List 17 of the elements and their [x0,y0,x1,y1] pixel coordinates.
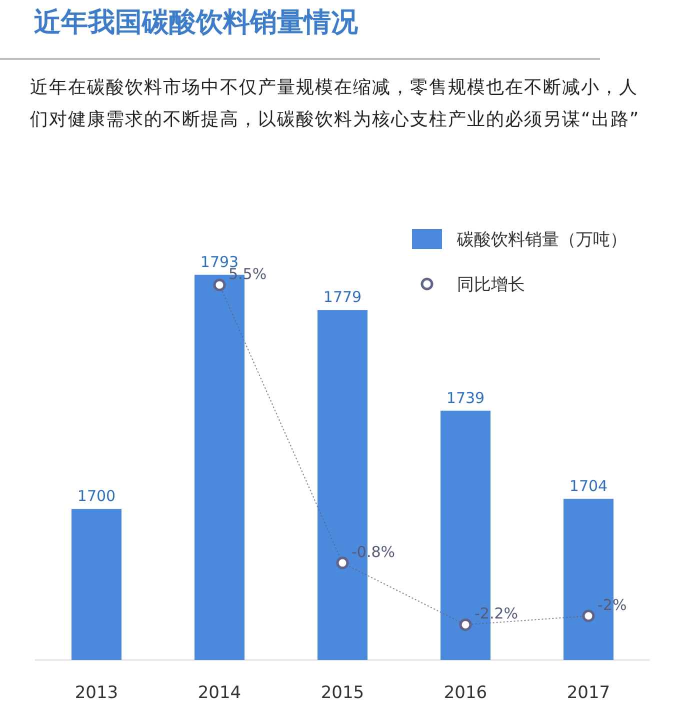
data-label: 1704 [569,476,608,495]
x-tick-label: 2014 [198,683,242,703]
x-tick-label: 2013 [74,683,118,703]
x-tick-label: 2016 [444,683,488,703]
point [213,278,226,292]
x-tick-label: 2015 [320,683,364,703]
chart-subtitle: 近年在碳酸饮料市场中不仅产量规模在缩减，零售规模也在不断减小，人们对健康需求的不断提高，以碳酸饮料为核心支柱产业的必须另谋“出路” [30,76,641,132]
point [336,556,349,570]
point [582,610,595,622]
point [459,618,472,631]
legend-label: 同比增长 [457,275,525,295]
data-label: 1739 [446,388,485,407]
legend-label: 碳酸饮料销量（万吨） [456,230,627,250]
data-label: 1779 [323,288,362,306]
x-tick-label: 2017 [566,683,610,703]
chart-title: 近年我国碳酸饮料销量情况 [34,6,358,40]
data-label: 1700 [77,486,116,505]
